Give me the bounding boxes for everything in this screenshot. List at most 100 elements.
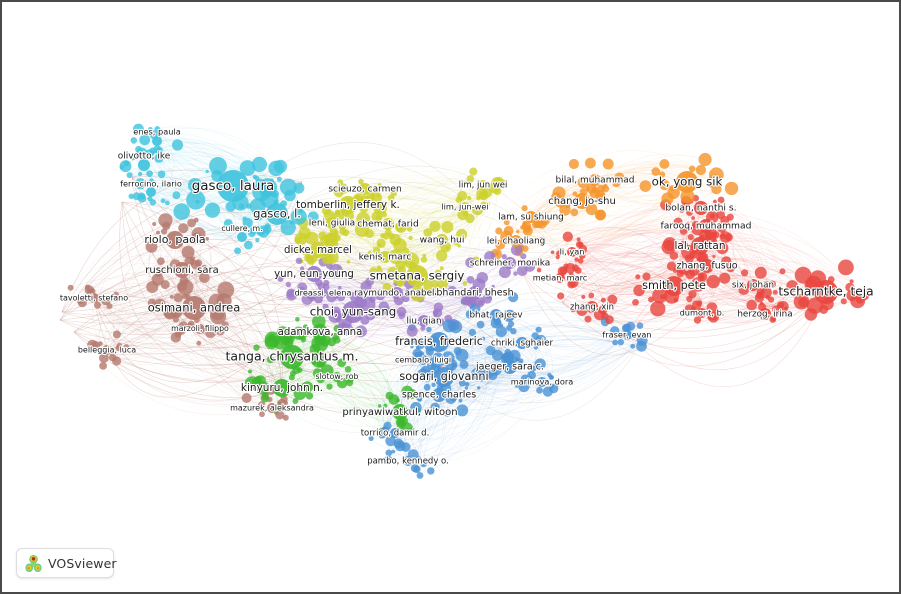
network-node-small[interactable] bbox=[693, 316, 702, 324]
network-node-small[interactable] bbox=[370, 191, 382, 204]
network-node-small[interactable] bbox=[845, 282, 855, 292]
network-node-small[interactable] bbox=[538, 236, 546, 245]
network-node-small[interactable] bbox=[329, 263, 343, 278]
node-label[interactable]: dreassi, elena bbox=[293, 286, 352, 298]
network-node-small[interactable] bbox=[383, 403, 388, 408]
network-node-small[interactable] bbox=[768, 296, 775, 303]
network-node-small[interactable] bbox=[326, 383, 333, 390]
network-node-small[interactable] bbox=[602, 158, 614, 170]
node-label[interactable]: dumont, b. bbox=[679, 306, 726, 318]
network-node-small[interactable] bbox=[295, 317, 300, 322]
network-node-small[interactable] bbox=[719, 231, 732, 243]
network-node-small[interactable] bbox=[160, 198, 166, 204]
network-node-small[interactable] bbox=[187, 320, 195, 328]
network-node-small[interactable] bbox=[667, 186, 680, 200]
network-node-small[interactable] bbox=[373, 201, 387, 215]
network-node-small[interactable] bbox=[157, 170, 166, 179]
network-node-small[interactable] bbox=[235, 226, 239, 231]
network-node-small[interactable] bbox=[172, 316, 179, 323]
network-node-small[interactable] bbox=[373, 246, 381, 254]
network-node-small[interactable] bbox=[253, 344, 260, 351]
node-label[interactable]: yun, eun-young bbox=[273, 268, 355, 281]
network-node-small[interactable] bbox=[345, 373, 355, 383]
network-node-small[interactable] bbox=[119, 160, 132, 173]
node-label[interactable]: bilal, muhammad bbox=[554, 174, 635, 186]
node-label[interactable]: slotow, rob bbox=[314, 371, 359, 382]
network-node-small[interactable] bbox=[452, 238, 460, 246]
network-node-small[interactable] bbox=[659, 179, 670, 191]
network-node-small[interactable] bbox=[576, 237, 581, 242]
network-node-small[interactable] bbox=[570, 208, 579, 217]
network-node-small[interactable] bbox=[427, 467, 435, 475]
network-node-small[interactable] bbox=[768, 280, 777, 288]
network-node-small[interactable] bbox=[187, 218, 197, 228]
network-node-small[interactable] bbox=[286, 289, 297, 301]
network-node-small[interactable] bbox=[77, 298, 87, 308]
node-label[interactable]: lim, jun wei bbox=[458, 179, 509, 191]
network-node[interactable] bbox=[418, 355, 428, 365]
network-node-small[interactable] bbox=[217, 281, 235, 299]
network-node-small[interactable] bbox=[387, 194, 395, 201]
network-node[interactable] bbox=[326, 217, 338, 229]
network-node-small[interactable] bbox=[172, 191, 181, 200]
network-node-small[interactable] bbox=[840, 298, 847, 305]
network-node-small[interactable] bbox=[659, 171, 666, 178]
network-node[interactable] bbox=[510, 235, 522, 247]
node-label[interactable]: liu, qian bbox=[405, 315, 442, 327]
network-node[interactable] bbox=[267, 403, 277, 413]
network-node-small[interactable] bbox=[717, 196, 725, 204]
node-label[interactable]: zhang, xin bbox=[569, 301, 615, 313]
node-label[interactable]: tomberlin, jeffery k. bbox=[295, 198, 401, 212]
network-node-small[interactable] bbox=[466, 276, 475, 284]
node-label[interactable]: prinyawiwatkul, witoon bbox=[341, 406, 458, 419]
node-label[interactable]: gasco, laura bbox=[191, 177, 276, 195]
network-node-small[interactable] bbox=[186, 190, 206, 210]
network-node-small[interactable] bbox=[338, 285, 342, 290]
network-node-small[interactable] bbox=[163, 305, 177, 319]
network-node-small[interactable] bbox=[255, 238, 260, 243]
network-node-small[interactable] bbox=[312, 368, 323, 379]
network-node-small[interactable] bbox=[196, 340, 202, 346]
network-node-small[interactable] bbox=[691, 277, 706, 292]
network-node[interactable] bbox=[468, 286, 482, 300]
network-node-small[interactable] bbox=[337, 183, 349, 194]
network-node-small[interactable] bbox=[423, 383, 431, 391]
network-node-small[interactable] bbox=[392, 270, 407, 286]
node-label[interactable]: belleggia, luca bbox=[77, 344, 138, 355]
network-node-small[interactable] bbox=[244, 240, 253, 250]
network-node-small[interactable] bbox=[101, 296, 111, 306]
network-node-small[interactable] bbox=[148, 127, 153, 132]
network-node[interactable] bbox=[391, 287, 403, 299]
network-node-small[interactable] bbox=[395, 221, 407, 233]
network-node-small[interactable] bbox=[133, 123, 144, 135]
network-node-small[interactable] bbox=[568, 158, 580, 170]
network-node-small[interactable] bbox=[264, 331, 281, 348]
node-label[interactable]: smetana, sergiy bbox=[369, 267, 466, 283]
network-node-small[interactable] bbox=[445, 393, 457, 404]
network-node[interactable] bbox=[310, 242, 326, 258]
network-node-small[interactable] bbox=[562, 231, 573, 242]
network-node-small[interactable] bbox=[311, 335, 329, 353]
network-node[interactable] bbox=[490, 309, 502, 321]
network-node-small[interactable] bbox=[378, 301, 389, 312]
network-node-small[interactable] bbox=[706, 274, 720, 289]
network-node-small[interactable] bbox=[367, 251, 372, 255]
network-node-small[interactable] bbox=[717, 224, 727, 233]
node-label[interactable]: wang, hui bbox=[418, 233, 465, 246]
network-node[interactable] bbox=[537, 377, 547, 387]
network-node-small[interactable] bbox=[239, 160, 256, 176]
network-node-small[interactable] bbox=[716, 242, 729, 255]
node-label[interactable]: ok, yong sik bbox=[651, 173, 724, 189]
network-node-small[interactable] bbox=[208, 293, 225, 310]
network-node-small[interactable] bbox=[468, 328, 476, 337]
network-node[interactable] bbox=[280, 345, 304, 369]
node-label[interactable]: gasco, l. bbox=[252, 205, 302, 221]
network-node-small[interactable] bbox=[688, 290, 697, 299]
node-label[interactable]: adamkova, anna bbox=[277, 326, 364, 339]
network-node-small[interactable] bbox=[99, 353, 109, 363]
network-node[interactable] bbox=[182, 296, 206, 320]
network-node-small[interactable] bbox=[401, 385, 414, 398]
network-node[interactable] bbox=[237, 232, 247, 242]
network-node-small[interactable] bbox=[420, 256, 428, 263]
network-node-small[interactable] bbox=[139, 134, 151, 146]
